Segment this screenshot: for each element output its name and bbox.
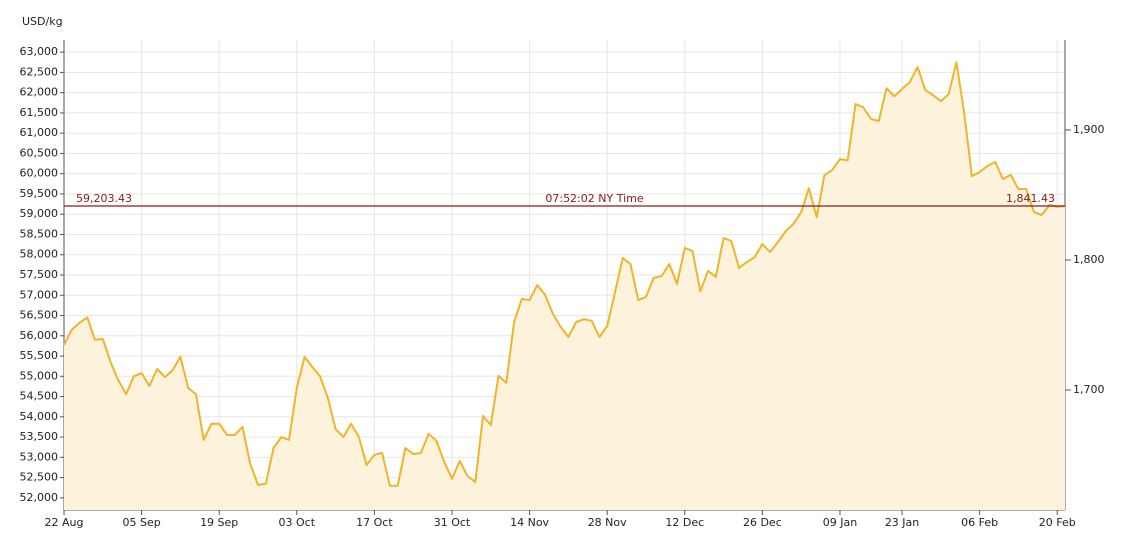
y-tick-label: 58,500 <box>20 227 59 240</box>
y-tick-label: 56,500 <box>20 309 59 322</box>
y-tick-label: 55,000 <box>20 369 59 382</box>
reference-y2-label: 1,841.43 <box>1006 192 1055 205</box>
y-tick-label: 61,500 <box>20 106 59 119</box>
reference-label: 59,203.43 <box>76 192 132 205</box>
y-tick-label: 59,500 <box>20 187 59 200</box>
y-tick-label: 57,000 <box>20 288 59 301</box>
x-tick-label: 12 Dec <box>665 516 704 529</box>
x-tick-label: 26 Dec <box>743 516 782 529</box>
y-axis-label: USD/kg <box>22 15 63 28</box>
y-tick-label: 52,000 <box>20 491 59 504</box>
x-tick-label: 03 Oct <box>279 516 316 529</box>
y-tick-label: 56,000 <box>20 329 59 342</box>
x-tick-label: 06 Feb <box>961 516 998 529</box>
x-tick-label: 14 Nov <box>510 516 549 529</box>
reference-time: 07:52:02 NY Time <box>545 192 643 205</box>
x-tick-label: 05 Sep <box>122 516 160 529</box>
y-tick-label: 60,000 <box>20 167 59 180</box>
y-tick-label: 58,000 <box>20 248 59 261</box>
price-line <box>63 61 1066 487</box>
y2-tick-label: 1,700 <box>1073 383 1105 396</box>
y-tick-label: 55,500 <box>20 349 59 362</box>
y-tick-label: 53,000 <box>20 450 59 463</box>
y-tick-label: 59,000 <box>20 207 59 220</box>
y-tick-label: 54,500 <box>20 390 59 403</box>
x-tick-label: 17 Oct <box>356 516 393 529</box>
y-tick-label: 57,500 <box>20 268 59 281</box>
y2-tick-label: 1,900 <box>1073 123 1105 136</box>
y-tick-label: 62,500 <box>20 65 59 78</box>
x-tick-label: 09 Jan <box>823 516 857 529</box>
x-tick-label: 28 Nov <box>588 516 627 529</box>
x-tick-label: 31 Oct <box>434 516 471 529</box>
y-tick-label: 61,000 <box>20 126 59 139</box>
y2-tick-label: 1,800 <box>1073 253 1105 266</box>
y-tick-label: 60,500 <box>20 146 59 159</box>
x-tick-label: 20 Feb <box>1039 516 1076 529</box>
y-tick-label: 53,500 <box>20 430 59 443</box>
x-tick-label: 22 Aug <box>45 516 84 529</box>
x-tick-label: 19 Sep <box>200 516 238 529</box>
area-fill <box>64 62 1065 511</box>
y-tick-label: 63,000 <box>20 45 59 58</box>
y-tick-label: 62,000 <box>20 86 59 99</box>
y-tick-label: 52,500 <box>20 471 59 484</box>
x-tick-label: 23 Jan <box>885 516 919 529</box>
y-tick-label: 54,000 <box>20 410 59 423</box>
